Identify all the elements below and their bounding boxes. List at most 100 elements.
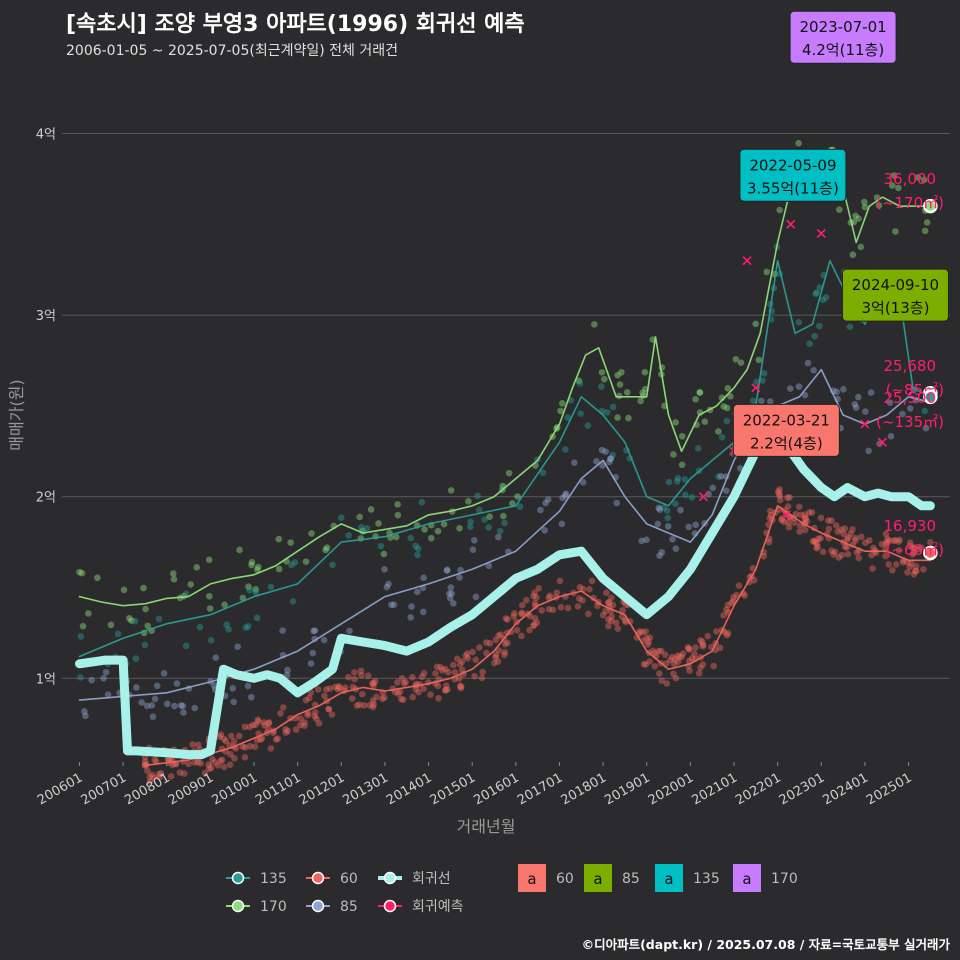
legend-box — [655, 864, 683, 892]
scatter-point-60 — [494, 658, 502, 665]
scatter-point-170 — [440, 520, 448, 528]
scatter-point-60 — [911, 544, 919, 552]
scatter-point-60 — [766, 514, 774, 522]
y-axis-title: 매매가(원) — [7, 379, 26, 450]
x-tick-label: 202501 — [864, 770, 914, 808]
scatter-point-135 — [811, 332, 818, 340]
scatter-point-170 — [486, 513, 493, 520]
scatter-point-85 — [448, 590, 455, 597]
scatter-point-135 — [246, 586, 254, 594]
scatter-point-60 — [214, 762, 222, 769]
scatter-point-60 — [241, 723, 249, 731]
scatter-point-60 — [605, 622, 612, 630]
scatter-point-60 — [907, 542, 914, 550]
scatter-point-60 — [819, 548, 827, 556]
scatter-point-135 — [564, 414, 571, 421]
scatter-point-85 — [599, 462, 606, 469]
callout-price: 4.2억(11층) — [802, 41, 884, 59]
scatter-point-60 — [205, 765, 213, 772]
scatter-point-85 — [559, 494, 566, 502]
scatter-point-60 — [267, 745, 275, 752]
scatter-point-170 — [302, 558, 310, 566]
scatter-point-170 — [254, 563, 262, 571]
scatter-point-85 — [855, 393, 862, 401]
scatter-point-60 — [282, 729, 290, 736]
scatter-point-60 — [594, 602, 601, 610]
scatter-point-60 — [304, 711, 311, 719]
scatter-point-60 — [830, 551, 837, 558]
scatter-point-60 — [167, 773, 175, 780]
scatter-point-60 — [817, 514, 825, 522]
scatter-point-135 — [132, 655, 140, 662]
scatter-point-135 — [750, 397, 757, 405]
scatter-point-85 — [485, 562, 493, 570]
scatter-point-170 — [107, 621, 115, 629]
scatter-point-60 — [371, 677, 379, 685]
scatter-point-60 — [792, 510, 800, 518]
scatter-point-85 — [801, 391, 809, 399]
scatter-point-60 — [599, 611, 607, 619]
scatter-point-60 — [643, 634, 650, 642]
scatter-point-60 — [767, 511, 775, 519]
scatter-point-85 — [692, 521, 699, 529]
scatter-point-170 — [752, 320, 759, 328]
scatter-point-60 — [373, 693, 380, 701]
scatter-point-60 — [656, 670, 663, 677]
legend-item: 85 — [306, 899, 358, 915]
scatter-point-60 — [464, 650, 471, 657]
scatter-point-85 — [677, 506, 684, 514]
scatter-point-135 — [155, 615, 163, 623]
scatter-point-135 — [291, 559, 299, 566]
legend-box-label: 170 — [771, 871, 798, 887]
scatter-point-135 — [244, 623, 252, 630]
y-tick-label: 2억 — [36, 491, 56, 506]
scatter-point-85 — [840, 385, 847, 393]
scatter-point-60 — [576, 583, 584, 591]
forecast-mark — [816, 228, 826, 238]
scatter-point-60 — [227, 751, 234, 758]
legend-box-letter: a — [527, 870, 536, 888]
scatter-point-60 — [574, 603, 582, 610]
scatter-point-135 — [467, 518, 474, 526]
end-area-170: (~170㎡) — [876, 194, 944, 212]
scatter-point-60 — [462, 652, 470, 660]
scatter-point-60 — [832, 522, 840, 529]
scatter-point-135 — [921, 407, 929, 415]
scatter-point-170 — [921, 227, 929, 235]
scatter-point-60 — [217, 757, 225, 765]
chart-title: [속초시] 조양 부영3 아파트(1996) 회귀선 예측 — [66, 12, 525, 37]
scatter-point-60 — [553, 589, 561, 597]
scatter-point-135 — [603, 409, 611, 416]
scatter-point-170 — [245, 583, 252, 590]
scatter-point-170 — [914, 174, 922, 181]
scatter-point-135 — [223, 621, 230, 628]
scatter-point-60 — [486, 640, 494, 647]
scatter-point-85 — [390, 601, 398, 608]
scatter-point-135 — [812, 290, 820, 298]
scatter-point-170 — [78, 569, 86, 577]
scatter-point-60 — [301, 722, 308, 729]
scatter-point-170 — [367, 506, 375, 513]
scatter-point-60 — [530, 622, 537, 630]
scatter-point-60 — [239, 743, 246, 750]
x-tick-label: 201301 — [340, 770, 390, 808]
scatter-point-60 — [646, 634, 654, 642]
scatter-point-60 — [585, 610, 592, 618]
scatter-point-85 — [310, 627, 317, 635]
scatter-point-85 — [456, 574, 463, 581]
scatter-point-85 — [307, 660, 315, 667]
legend-box-letter: a — [593, 870, 602, 888]
scatter-point-60 — [341, 684, 349, 692]
scatter-point-60 — [697, 664, 704, 671]
end-value-85: 25,680 — [884, 357, 937, 375]
scatter-point-60 — [841, 525, 848, 532]
scatter-point-85 — [472, 593, 480, 601]
scatter-point-85 — [906, 405, 914, 412]
scatter-point-170 — [625, 414, 632, 422]
scatter-point-60 — [253, 736, 261, 744]
scatter-point-60 — [812, 539, 819, 546]
scatter-point-60 — [476, 644, 483, 651]
scatter-point-60 — [155, 770, 163, 778]
scatter-point-85 — [606, 458, 613, 466]
scatter-point-60 — [817, 535, 824, 542]
